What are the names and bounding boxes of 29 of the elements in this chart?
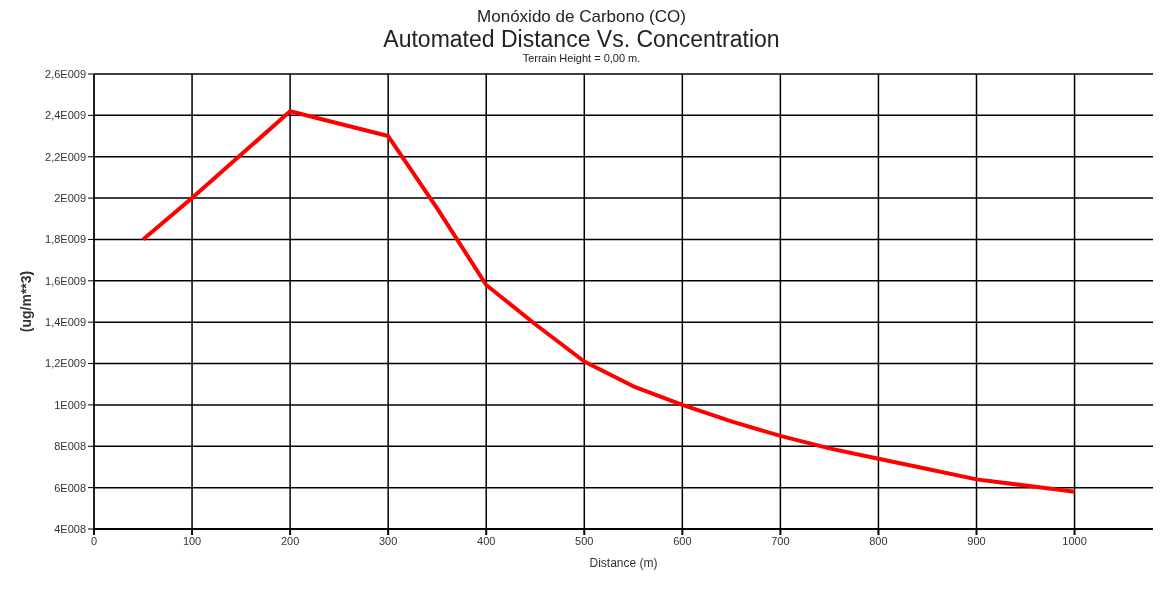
x-tick-label: 200 [280,534,300,547]
x-tick-label: 0 [90,534,98,547]
x-tick-label: 700 [771,534,790,547]
y-tick-label: 8E008 [54,440,86,453]
x-tick-label: 1000 [1062,534,1087,547]
x-tick-label: 600 [673,534,692,547]
x-tick-label: 100 [182,534,202,547]
y-tick-label: 1,4E009 [45,316,86,329]
y-tick-label: 2,2E009 [45,150,86,163]
y-tick-label: 1,6E009 [45,274,86,287]
chart-title: Automated Distance Vs. Concentration [382,25,781,52]
y-tick-label: 2E009 [54,192,86,205]
x-tick-label: 400 [477,534,496,547]
x-tick-label: 800 [869,534,888,547]
y-tick-label: 6E008 [54,481,86,494]
x-axis-title: Distance (m) [589,556,658,571]
chart-subtitle: Terrain Height = 0,00 m. [521,51,642,65]
y-tick-label: 4E008 [54,522,86,535]
text: Monóxido de Carbono (CO) [476,7,687,27]
y-tick-label: 1E009 [54,398,86,411]
x-tick-label: 500 [575,534,594,547]
y-axis-title: (ug/m**3) [17,270,34,333]
y-tick-label: 1,2E009 [45,357,86,370]
x-tick-label: 300 [378,534,398,547]
x-tick-label: 900 [967,534,986,547]
y-tick-label: 1,8E009 [45,233,86,246]
line-series [141,109,1077,494]
y-tick-label: 2,4E009 [45,109,86,122]
y-tick-label: 2,6E009 [45,67,86,80]
